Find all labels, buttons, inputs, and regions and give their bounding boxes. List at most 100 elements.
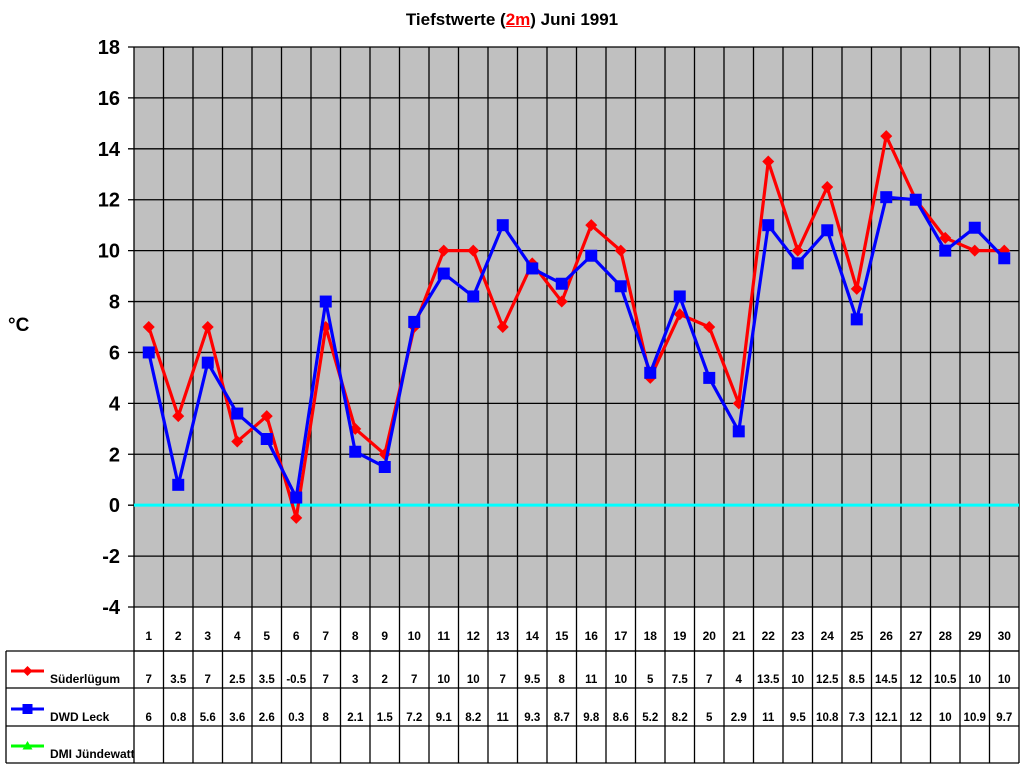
series-dwd-leck [142, 191, 1011, 504]
diamond-marker-icon [22, 666, 33, 676]
square-marker-icon [880, 191, 893, 204]
diamond-marker-icon [585, 219, 598, 232]
square-marker-icon [467, 290, 480, 303]
diamond-marker-icon [703, 321, 716, 333]
diamond-marker-icon [231, 435, 244, 448]
value-cell: 2.6 [259, 712, 275, 724]
value-cell: 11 [762, 712, 775, 724]
y-tick-label: 10 [98, 241, 120, 263]
value-cell: 12.5 [816, 674, 839, 686]
value-cell: 7 [706, 674, 712, 686]
square-marker-icon [437, 267, 450, 280]
day-header-cell: 27 [909, 629, 923, 643]
day-header-cell: 26 [880, 629, 894, 643]
value-cell: 5.6 [200, 712, 216, 724]
value-cell: 8 [323, 712, 330, 724]
chart-title: Tiefstwerte (2m) Juni 1991 [0, 10, 1024, 30]
value-cell: 9.8 [583, 712, 600, 724]
day-header-cell: 24 [821, 629, 835, 643]
title-prefix: Tiefstwerte ( [405, 10, 506, 29]
square-marker-icon [821, 224, 834, 237]
value-cell: 7 [500, 674, 506, 686]
square-marker-icon [644, 366, 657, 379]
day-header-cell: 18 [644, 629, 658, 643]
square-marker-icon [968, 221, 981, 234]
value-cell: 10.8 [816, 712, 839, 724]
y-tick-label: 8 [109, 292, 120, 314]
day-header-cell: 20 [703, 629, 717, 643]
diamond-marker-icon [290, 511, 303, 524]
square-marker-icon [408, 315, 421, 328]
y-tick-label: -2 [102, 546, 120, 568]
y-tick-label: 18 [98, 37, 120, 59]
square-marker-icon [231, 407, 244, 420]
value-cell: 2 [382, 674, 388, 686]
value-cell: 7 [146, 674, 152, 686]
day-header-cell: 15 [555, 629, 569, 643]
day-header-cell: 13 [496, 629, 510, 643]
legend-label: DWD Leck [50, 710, 110, 724]
value-cell: 3.6 [229, 712, 245, 724]
value-cell: 8 [559, 674, 566, 686]
square-marker-icon [142, 346, 155, 359]
day-header-cell: 1 [145, 629, 152, 643]
value-cell: 10 [467, 674, 480, 686]
day-header-cell: 2 [175, 629, 182, 643]
square-marker-icon [349, 445, 362, 458]
y-tick-label: 2 [109, 444, 120, 466]
diamond-marker-icon [880, 130, 893, 143]
gridlines [128, 46, 1020, 763]
diamond-marker-icon [673, 308, 686, 321]
value-cell: 0.8 [170, 712, 187, 724]
square-marker-icon [172, 478, 185, 491]
y-tick-label: 14 [98, 139, 121, 161]
title-height-highlight: 2m [505, 10, 531, 29]
value-cell: 10 [791, 674, 804, 686]
square-marker-icon [939, 244, 952, 257]
square-marker-icon [614, 280, 627, 293]
y-tick-label: 16 [98, 88, 120, 110]
value-cell: 7 [411, 674, 417, 686]
value-cell: 8.2 [465, 712, 481, 724]
value-cell: 10.9 [964, 712, 986, 724]
legend-label: DMI Jündewatt [50, 747, 135, 761]
diamond-marker-icon [555, 295, 568, 308]
y-axis-label: °C [8, 315, 30, 336]
square-marker-icon [496, 219, 509, 232]
value-cell: 11 [497, 712, 510, 724]
legend-label: Süderlügum [50, 672, 120, 686]
day-header-cell: 4 [234, 629, 241, 643]
value-cell: 2.9 [731, 712, 747, 724]
data-table: 1 2 3 4 5 6 7 8 9 10 11 12 13 14 15 16 17 18 19 20 21 22 23 24 2… [5, 629, 1019, 764]
value-cell: 10 [614, 674, 627, 686]
value-cell: 9.3 [524, 712, 540, 724]
value-cell: 6 [146, 712, 152, 724]
title-suffix: ) Juni 1991 [530, 10, 619, 29]
value-cell: 10 [998, 674, 1011, 686]
value-cell: 3.5 [259, 674, 276, 686]
day-header-cell: 8 [352, 629, 359, 643]
day-header-cell: 23 [791, 629, 805, 643]
square-marker-icon [526, 262, 539, 275]
day-header-cell: 14 [526, 629, 540, 643]
square-marker-icon [791, 257, 804, 270]
value-cell: 10 [939, 712, 952, 724]
square-marker-icon [378, 461, 391, 473]
value-cell: 9.1 [436, 712, 453, 724]
value-cell: 2.1 [347, 712, 364, 724]
y-axis: 18 16 14 12 10 8 6 4 2 0 -2 -4 [98, 37, 121, 619]
value-cell: 9.5 [524, 674, 541, 686]
diamond-marker-icon [201, 321, 214, 333]
square-marker-icon [201, 356, 214, 369]
value-cell: 10 [437, 674, 450, 686]
value-cell: 7.5 [672, 674, 689, 686]
value-cell: 12 [909, 674, 922, 686]
day-header-cell: 9 [381, 629, 388, 643]
day-header-cell: 29 [968, 629, 982, 643]
value-cell: 9.5 [790, 712, 807, 724]
square-marker-icon [260, 433, 273, 445]
value-cell: 3 [352, 674, 358, 686]
square-marker-icon [555, 277, 568, 290]
day-header-cell: 28 [939, 629, 953, 643]
